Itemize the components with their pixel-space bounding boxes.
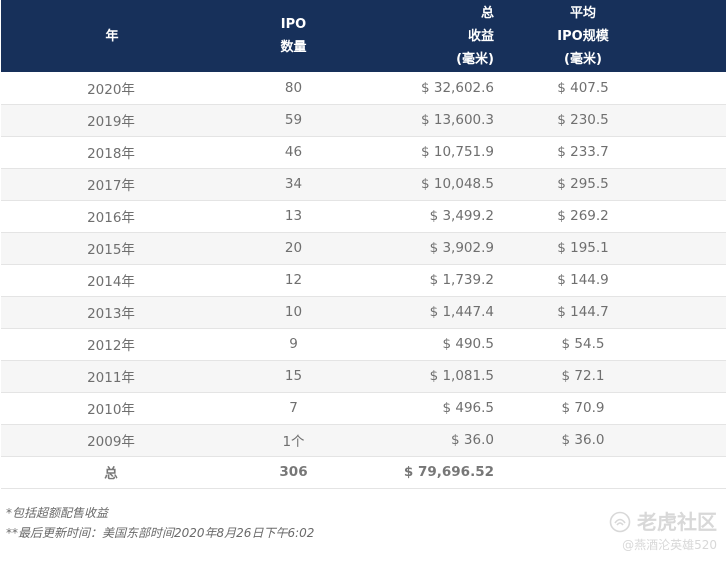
cell-year: 2016年 xyxy=(1,200,221,233)
cell-total-proceeds: $ 1,739.2 xyxy=(366,264,514,297)
cell-ipo-count: 13 xyxy=(221,200,366,233)
cell-year: 2020年 xyxy=(1,72,221,105)
table-row: 2016年 13 $ 3,499.2 $ 269.2 xyxy=(1,200,726,233)
cell-ipo-count: 12 xyxy=(221,264,366,297)
table-row: 2018年 46 $ 10,751.9 $ 233.7 xyxy=(1,136,726,169)
tiger-logo-icon xyxy=(609,511,631,533)
total-proceeds: $ 79,696.52 xyxy=(366,456,514,489)
table-total-row: 总 306 $ 79,696.52 xyxy=(1,456,726,489)
table-row: 2011年 15 $ 1,081.5 $ 72.1 xyxy=(1,360,726,393)
cell-year: 2014年 xyxy=(1,264,221,297)
cell-avg-ipo-size: $ 295.5 xyxy=(514,168,726,201)
cell-avg-ipo-size: $ 72.1 xyxy=(514,360,726,393)
table-row: 2012年 9 $ 490.5 $ 54.5 xyxy=(1,328,726,361)
table-row: 2009年 1个 $ 36.0 $ 36.0 xyxy=(1,424,726,457)
ipo-stats-table: 年 IPO 数量 总 收益 (毫米) 平均 IPO规模 (毫米) 2020年 8… xyxy=(1,0,726,489)
header-avg-ipo-size: 平均 IPO规模 (毫米) xyxy=(514,0,726,72)
cell-total-proceeds: $ 496.5 xyxy=(366,392,514,425)
cell-year: 2017年 xyxy=(1,168,221,201)
header-line: (毫米) xyxy=(456,51,494,67)
footnote-last-updated: **最后更新时间：美国东部时间2020年8月26日下午6:02 xyxy=(6,526,315,540)
header-line: 总 xyxy=(480,5,494,21)
cell-year: 2010年 xyxy=(1,392,221,425)
cell-avg-ipo-size: $ 230.5 xyxy=(514,104,726,137)
total-avg xyxy=(514,456,726,489)
cell-ipo-count: 10 xyxy=(221,296,366,329)
table-row: 2017年 34 $ 10,048.5 $ 295.5 xyxy=(1,168,726,201)
cell-avg-ipo-size: $ 144.7 xyxy=(514,296,726,329)
total-ipo-count: 306 xyxy=(221,456,366,489)
table-row: 2014年 12 $ 1,739.2 $ 144.9 xyxy=(1,264,726,297)
cell-year: 2009年 xyxy=(1,424,221,457)
watermark-brand: 老虎社区 xyxy=(637,510,717,534)
header-line: 收益 xyxy=(467,28,494,44)
cell-year: 2012年 xyxy=(1,328,221,361)
table-row: 2013年 10 $ 1,447.4 $ 144.7 xyxy=(1,296,726,329)
header-line: 平均 xyxy=(569,5,596,21)
cell-avg-ipo-size: $ 269.2 xyxy=(514,200,726,233)
header-line: 数量 xyxy=(280,40,307,55)
cell-total-proceeds: $ 13,600.3 xyxy=(366,104,514,137)
cell-year: 2015年 xyxy=(1,232,221,265)
header-ipo-count: IPO 数量 xyxy=(221,0,366,72)
cell-ipo-count: 7 xyxy=(221,392,366,425)
cell-total-proceeds: $ 1,081.5 xyxy=(366,360,514,393)
cell-ipo-count: 59 xyxy=(221,104,366,137)
header-year: 年 xyxy=(105,28,119,44)
cell-ipo-count: 15 xyxy=(221,360,366,393)
cell-year: 2019年 xyxy=(1,104,221,137)
header-line: IPO规模 xyxy=(557,28,609,44)
cell-ipo-count: 80 xyxy=(221,72,366,105)
cell-total-proceeds: $ 10,048.5 xyxy=(366,168,514,201)
cell-total-proceeds: $ 3,902.9 xyxy=(366,232,514,265)
cell-avg-ipo-size: $ 70.9 xyxy=(514,392,726,425)
table-row: 2015年 20 $ 3,902.9 $ 195.1 xyxy=(1,232,726,265)
cell-ipo-count: 1个 xyxy=(221,424,366,457)
total-label: 总 xyxy=(1,456,221,489)
table-row: 2010年 7 $ 496.5 $ 70.9 xyxy=(1,392,726,425)
footnotes: *包括超额配售收益 **最后更新时间：美国东部时间2020年8月26日下午6:0… xyxy=(6,503,314,543)
cell-total-proceeds: $ 3,499.2 xyxy=(366,200,514,233)
cell-year: 2011年 xyxy=(1,360,221,393)
cell-ipo-count: 46 xyxy=(221,136,366,169)
cell-avg-ipo-size: $ 195.1 xyxy=(514,232,726,265)
cell-avg-ipo-size: $ 36.0 xyxy=(514,424,726,457)
cell-total-proceeds: $ 1,447.4 xyxy=(366,296,514,329)
table-row: 2020年 80 $ 32,602.6 $ 407.5 xyxy=(1,72,726,105)
cell-avg-ipo-size: $ 407.5 xyxy=(514,72,726,105)
cell-ipo-count: 9 xyxy=(221,328,366,361)
cell-year: 2013年 xyxy=(1,296,221,329)
header-total-proceeds: 总 收益 (毫米) xyxy=(366,0,514,72)
table-header-row: 年 IPO 数量 总 收益 (毫米) 平均 IPO规模 (毫米) xyxy=(1,0,726,72)
cell-avg-ipo-size: $ 144.9 xyxy=(514,264,726,297)
cell-total-proceeds: $ 490.5 xyxy=(366,328,514,361)
cell-avg-ipo-size: $ 233.7 xyxy=(514,136,726,169)
cell-total-proceeds: $ 10,751.9 xyxy=(366,136,514,169)
header-line: (毫米) xyxy=(564,51,602,67)
cell-total-proceeds: $ 32,602.6 xyxy=(366,72,514,105)
cell-year: 2018年 xyxy=(1,136,221,169)
cell-avg-ipo-size: $ 54.5 xyxy=(514,328,726,361)
cell-total-proceeds: $ 36.0 xyxy=(366,424,514,457)
watermark-user: @燕酒沦英雄520 xyxy=(622,538,717,552)
footnote-overallotment: *包括超额配售收益 xyxy=(6,506,109,520)
table-row: 2019年 59 $ 13,600.3 $ 230.5 xyxy=(1,104,726,137)
cell-ipo-count: 20 xyxy=(221,232,366,265)
header-line: IPO xyxy=(280,17,307,32)
cell-ipo-count: 34 xyxy=(221,168,366,201)
watermark: 老虎社区 @燕酒沦英雄520 xyxy=(609,508,717,554)
